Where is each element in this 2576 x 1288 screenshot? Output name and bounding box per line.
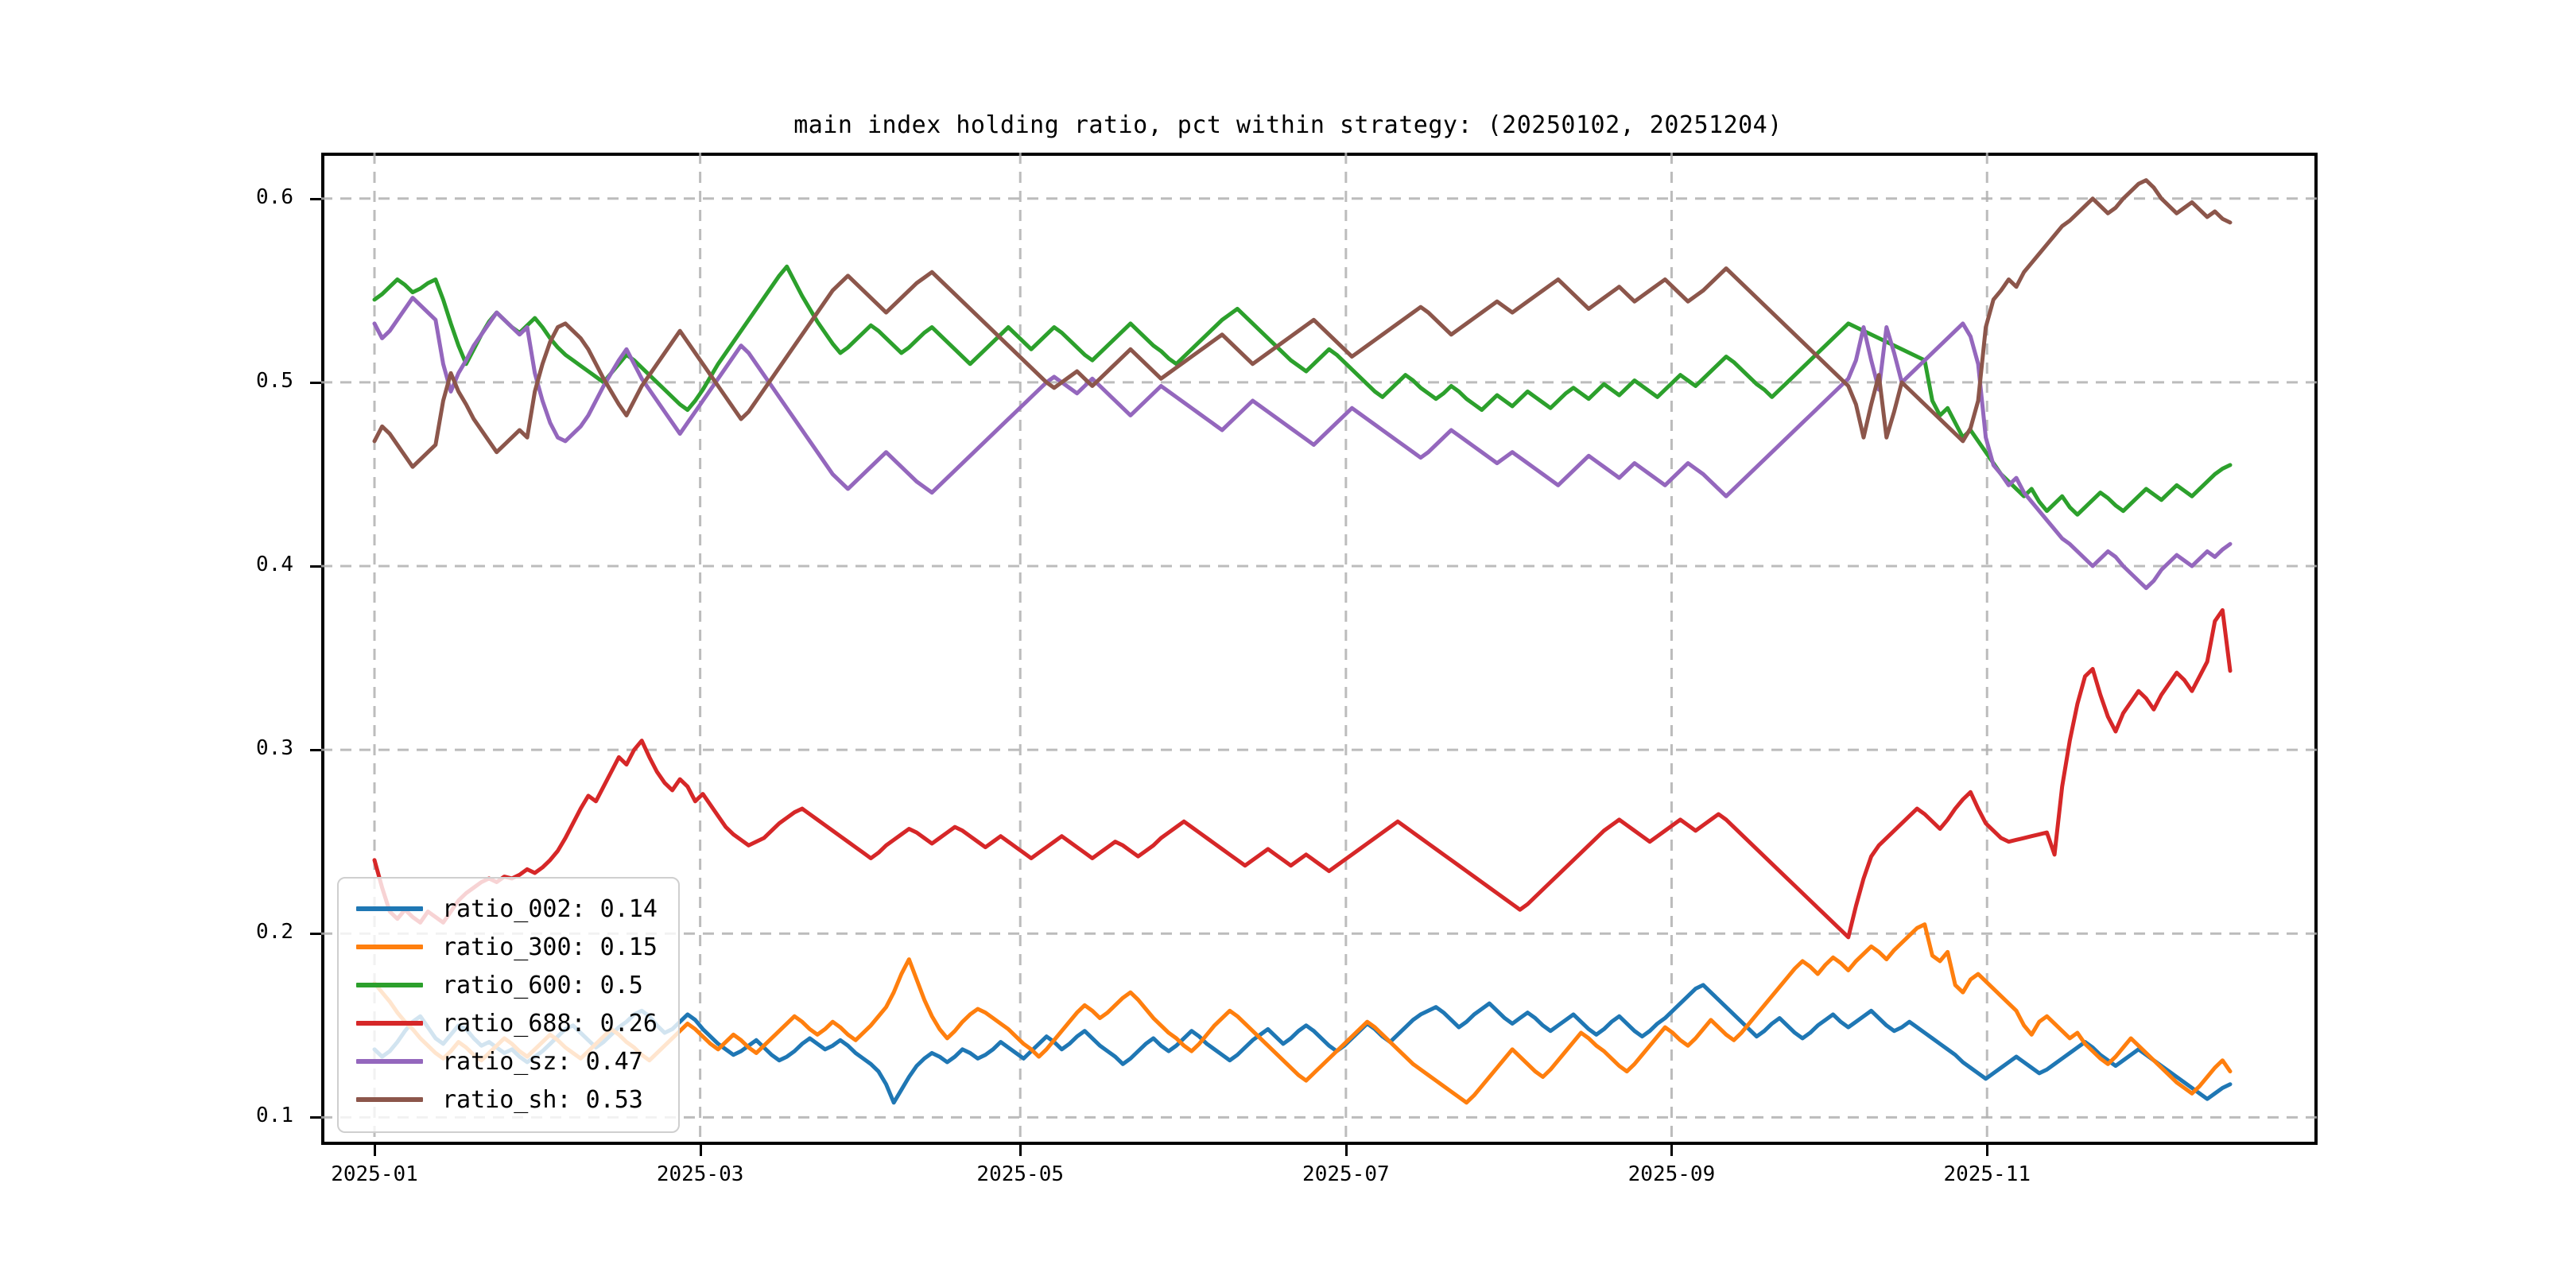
x-tick-mark	[1019, 1145, 1022, 1156]
y-tick-label: 0.2	[256, 920, 293, 945]
series-svg	[321, 153, 2318, 1145]
legend-swatch-ratio_300	[356, 945, 423, 949]
y-tick-label: 0.4	[256, 553, 293, 576]
chart-title: main index holding ratio, pct within str…	[793, 111, 1783, 139]
legend-item-ratio_300[interactable]: ratio_300: 0.15	[356, 928, 658, 966]
x-tick-mark	[1344, 1145, 1348, 1156]
legend-label-ratio_sz: ratio_sz: 0.47	[442, 1047, 643, 1076]
y-tick-label: 0.6	[256, 184, 293, 209]
y-tick-mark	[310, 381, 321, 384]
x-tick-label: 2025-05	[976, 1162, 1064, 1186]
x-tick-mark	[699, 1145, 702, 1156]
x-tick-label: 2025-11	[1943, 1162, 2031, 1186]
series-line-ratio_002	[372, 983, 2233, 1105]
legend-label-ratio_300: ratio_300: 0.15	[442, 933, 658, 961]
legend-label-ratio_600: ratio_600: 0.5	[442, 971, 643, 999]
y-tick-mark	[310, 1116, 321, 1119]
y-tick-mark	[310, 197, 321, 200]
x-tick-mark	[1670, 1145, 1674, 1156]
legend-swatch-ratio_002	[356, 906, 423, 911]
legend-swatch-ratio_sh	[356, 1097, 423, 1102]
x-tick-label: 2025-03	[656, 1162, 744, 1186]
x-tick-label: 2025-09	[1627, 1162, 1716, 1186]
legend-label-ratio_sh: ratio_sh: 0.53	[442, 1085, 643, 1114]
y-tick-label: 0.1	[256, 1104, 293, 1128]
legend-swatch-ratio_sz	[356, 1059, 423, 1064]
x-tick-label: 2025-01	[331, 1162, 418, 1186]
y-tick-label: 0.5	[256, 368, 293, 393]
y-tick-mark	[310, 565, 321, 568]
series-line-ratio_688	[372, 607, 2233, 940]
x-tick-mark	[1986, 1145, 1989, 1156]
legend-item-ratio_688[interactable]: ratio_688: 0.26	[356, 1004, 658, 1042]
y-tick-label: 0.3	[256, 736, 293, 761]
x-tick-label: 2025-07	[1302, 1162, 1390, 1186]
chart-legend[interactable]: ratio_002: 0.14 ratio_300: 0.15 ratio_600:…	[337, 877, 680, 1133]
legend-label-ratio_688: ratio_688: 0.26	[442, 1009, 658, 1038]
legend-item-ratio_sz[interactable]: ratio_sz: 0.47	[356, 1042, 658, 1080]
series-line-ratio_sh	[372, 178, 2233, 469]
legend-swatch-ratio_688	[356, 1021, 423, 1026]
legend-item-ratio_600[interactable]: ratio_600: 0.5	[356, 966, 658, 1004]
y-tick-mark	[310, 749, 321, 752]
y-tick-mark	[310, 933, 321, 936]
series-line-ratio_600	[372, 264, 2233, 517]
legend-item-ratio_sh[interactable]: ratio_sh: 0.53	[356, 1080, 658, 1119]
series-line-ratio_300	[372, 922, 2233, 1105]
x-tick-mark	[374, 1145, 376, 1156]
plot-lines-layer	[321, 153, 2318, 1145]
series-line-ratio_sz	[372, 296, 2233, 591]
legend-item-ratio_002[interactable]: ratio_002: 0.14	[356, 890, 658, 928]
legend-swatch-ratio_600	[356, 983, 423, 987]
legend-label-ratio_002: ratio_002: 0.14	[442, 894, 658, 923]
